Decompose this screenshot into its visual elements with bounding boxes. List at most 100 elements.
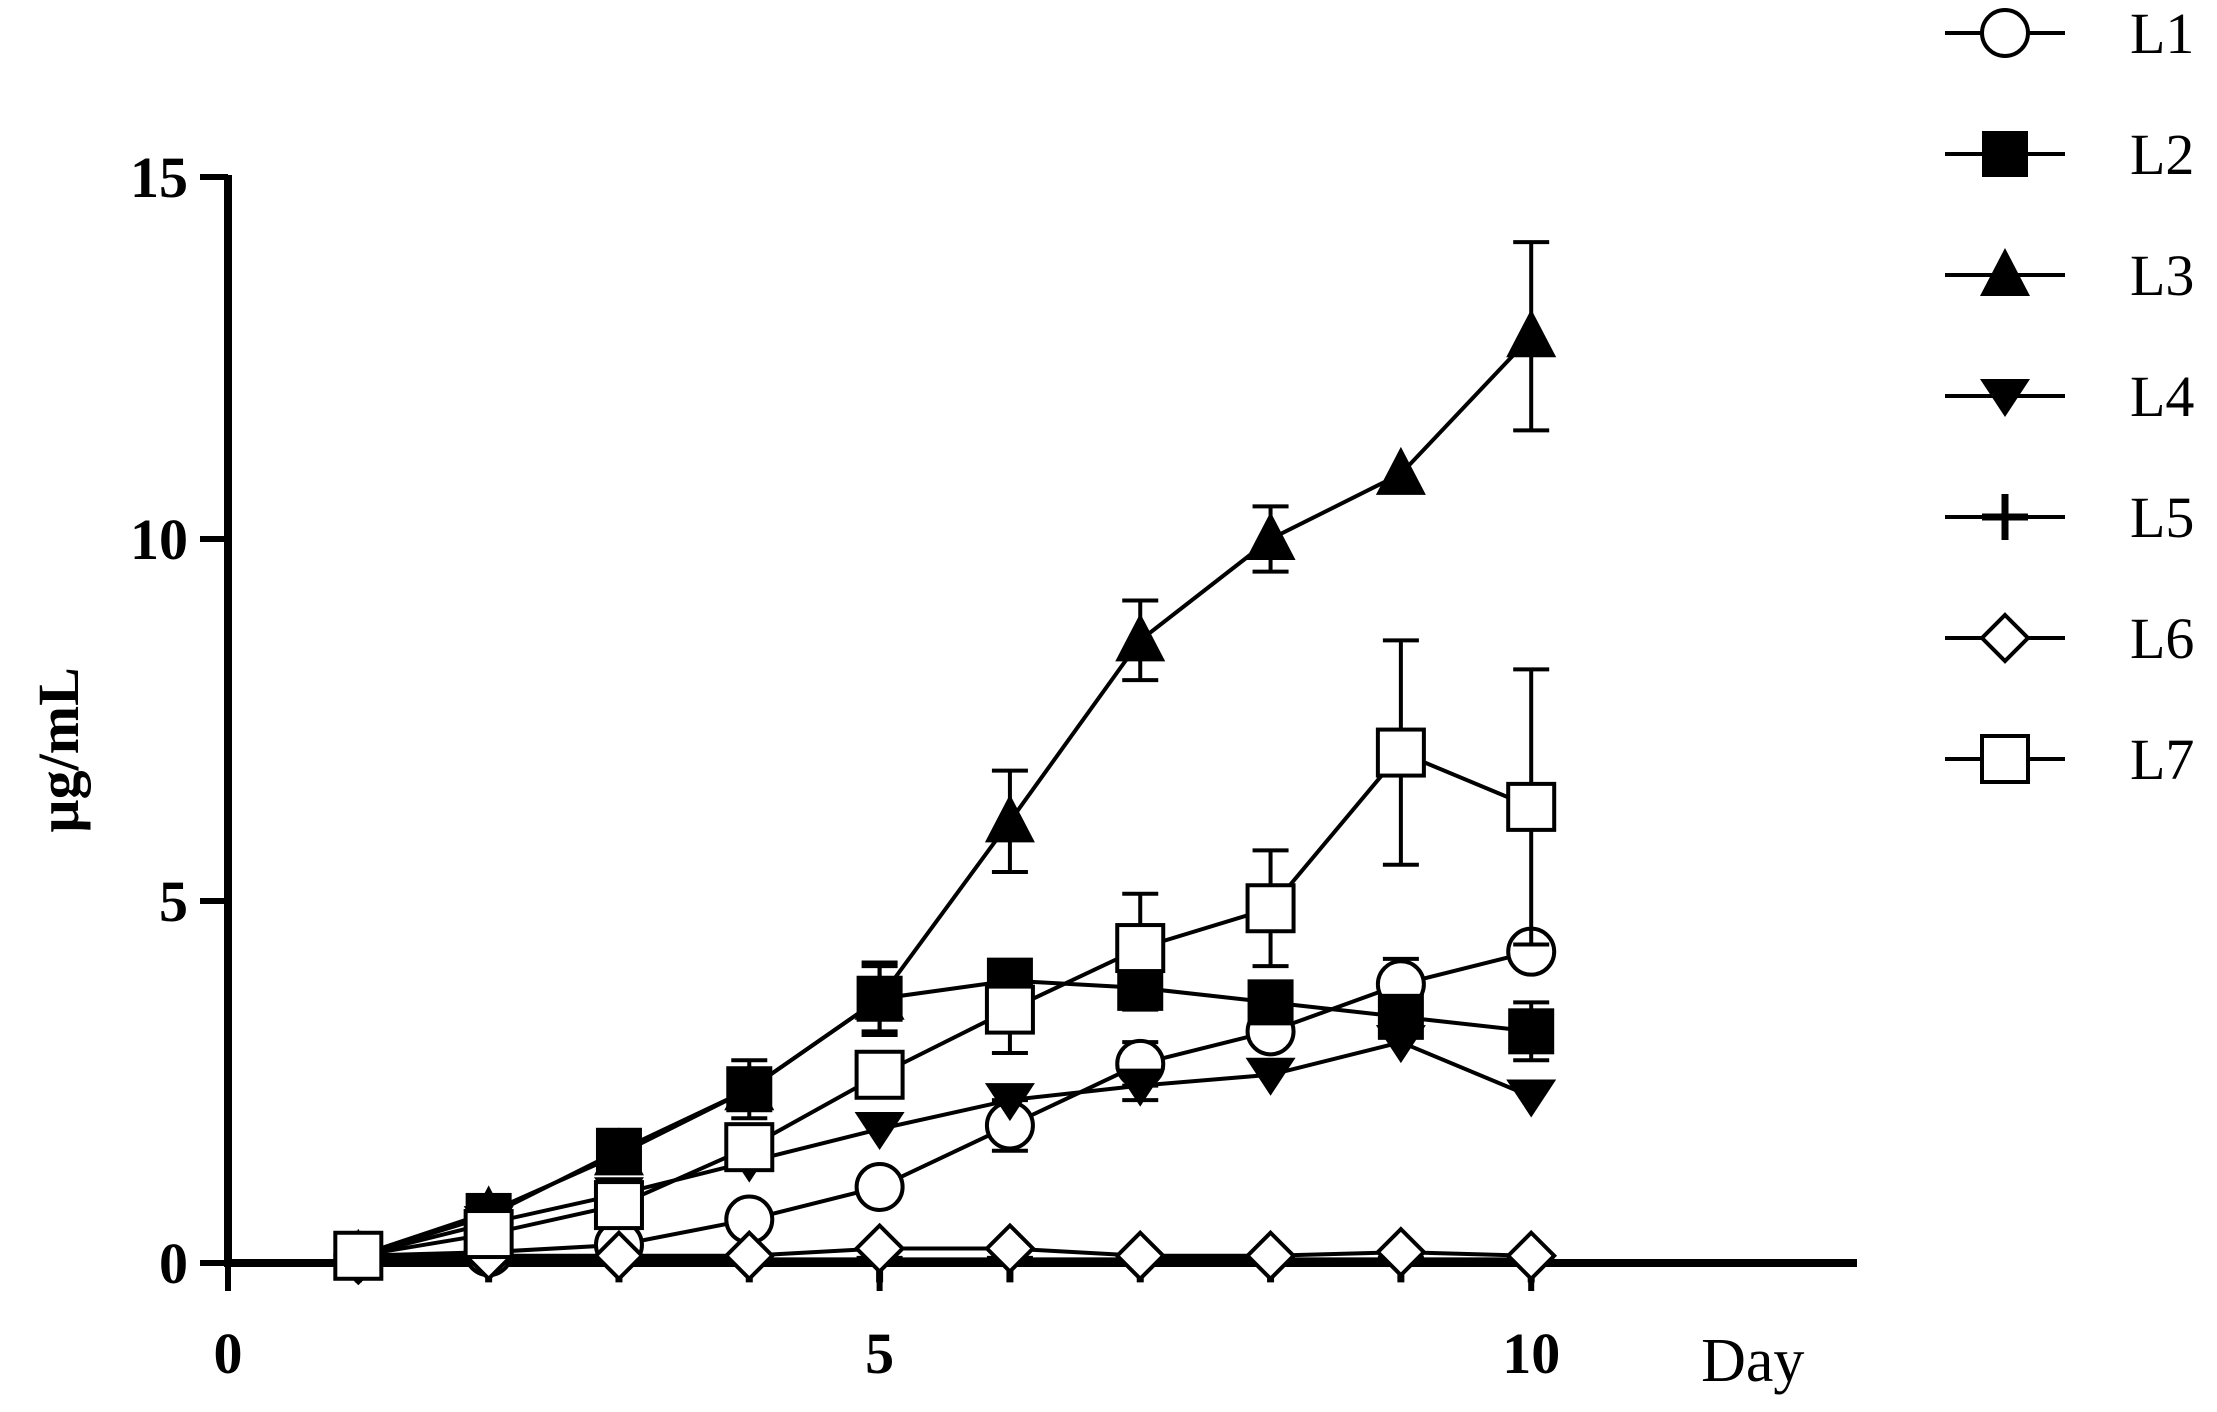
legend-marker — [1979, 612, 2031, 664]
marker-shape — [1505, 1229, 1558, 1282]
marker-shape — [1980, 734, 2030, 784]
marker-shape — [1115, 613, 1166, 662]
data-point — [854, 1161, 905, 1212]
data-point — [854, 971, 905, 1020]
series-L6 — [332, 1222, 1558, 1286]
legend-item-L5: L5 — [1945, 485, 2194, 550]
data-point — [1245, 512, 1296, 560]
data-point — [593, 1127, 644, 1176]
series-L4 — [333, 1025, 1557, 1277]
series-line-L7 — [357, 750, 1532, 1258]
marker-shape — [593, 1127, 644, 1176]
data-point — [984, 1083, 1035, 1122]
marker-shape — [1114, 1229, 1167, 1282]
data-point — [1505, 1229, 1558, 1282]
marker-shape — [854, 1112, 905, 1151]
marker-shape — [593, 1229, 645, 1282]
legend-label: L4 — [2130, 364, 2194, 429]
marker-shape — [854, 1049, 905, 1100]
legend-marker — [1982, 131, 2028, 177]
marker-shape — [1980, 248, 2030, 296]
marker-shape — [1247, 979, 1294, 1026]
legend-label: L5 — [2130, 485, 2194, 550]
data-point — [1506, 309, 1557, 358]
marker-shape — [333, 1230, 384, 1281]
legend-item-L4: L4 — [1945, 364, 2194, 429]
marker-shape — [1115, 923, 1166, 974]
marker-shape — [724, 1062, 775, 1111]
marker-shape — [853, 1222, 906, 1275]
marker-shape — [1506, 781, 1557, 832]
data-point — [1115, 923, 1166, 974]
legend-marker — [1980, 379, 2030, 417]
series-L5 — [335, 1236, 1555, 1283]
y-tick-label: 0 — [159, 1231, 188, 1296]
data-point — [1114, 1229, 1167, 1282]
marker-shape — [724, 1122, 775, 1173]
legend-label: L1 — [2130, 1, 2194, 66]
series-L3 — [333, 240, 1557, 1277]
data-point — [463, 1209, 514, 1260]
data-point — [1115, 613, 1166, 662]
marker-shape — [1245, 1057, 1296, 1096]
marker-shape — [1980, 379, 2030, 417]
legend-marker — [1980, 8, 2030, 58]
legend-item-L2: L2 — [1945, 122, 2194, 187]
data-point — [724, 1122, 775, 1173]
marker-shape — [984, 1222, 1036, 1275]
y-tick-label: 15 — [130, 145, 188, 210]
data-point — [1247, 979, 1294, 1026]
legend-item-L3: L3 — [1945, 243, 2194, 308]
data-point — [593, 1180, 644, 1231]
data-point — [854, 1112, 905, 1151]
marker-shape — [854, 1161, 905, 1212]
data-point — [984, 984, 1035, 1035]
marker-shape — [1506, 1079, 1557, 1118]
legend-label: L3 — [2130, 243, 2194, 308]
data-point — [1244, 1229, 1297, 1282]
series-line-L1 — [358, 949, 1532, 1258]
data-point — [1506, 1079, 1557, 1118]
marker-shape — [1979, 612, 2031, 664]
data-point — [333, 1230, 384, 1281]
marker-shape — [1980, 8, 2030, 58]
series-L7 — [333, 638, 1557, 1281]
data-point — [1375, 1025, 1426, 1064]
data-point — [723, 1229, 776, 1282]
marker-shape — [1375, 727, 1426, 778]
legend-item-L1: L1 — [1945, 1, 2194, 66]
data-point — [1115, 1068, 1166, 1107]
y-tick-label: 5 — [159, 869, 188, 934]
marker-shape — [984, 984, 1035, 1035]
x-axis-title: Day — [1701, 1327, 1804, 1395]
marker-shape — [984, 1083, 1035, 1122]
data-point — [984, 794, 1035, 843]
marker-shape — [1115, 1068, 1166, 1107]
y-axis-title: µg/mL — [26, 667, 91, 833]
data-point — [593, 1229, 645, 1282]
marker-shape — [984, 794, 1035, 843]
y-tick-label: 10 — [130, 507, 188, 572]
data-point — [724, 1062, 775, 1111]
legend-item-L7: L7 — [1945, 727, 2194, 792]
marker-shape — [1506, 309, 1557, 358]
marker-shape — [723, 1229, 776, 1282]
data-point — [853, 1222, 906, 1275]
data-point — [854, 1049, 905, 1100]
x-tick-label: 0 — [214, 1321, 243, 1386]
data-point — [1508, 1008, 1555, 1055]
marker-shape — [593, 1180, 644, 1231]
legend: L1 L2 L3 L4 L5 L6 L7 — [1945, 1, 2194, 792]
data-point — [1375, 727, 1426, 778]
legend-marker — [1980, 248, 2030, 296]
series-line-L3 — [357, 334, 1533, 1258]
marker-shape — [463, 1209, 514, 1260]
data-point — [1506, 781, 1557, 832]
marker-shape — [1375, 1226, 1427, 1278]
series-line-L4 — [357, 1040, 1532, 1258]
legend-item-L6: L6 — [1945, 606, 2194, 671]
x-tick-label: 5 — [865, 1321, 894, 1386]
marker-shape — [1245, 512, 1296, 560]
